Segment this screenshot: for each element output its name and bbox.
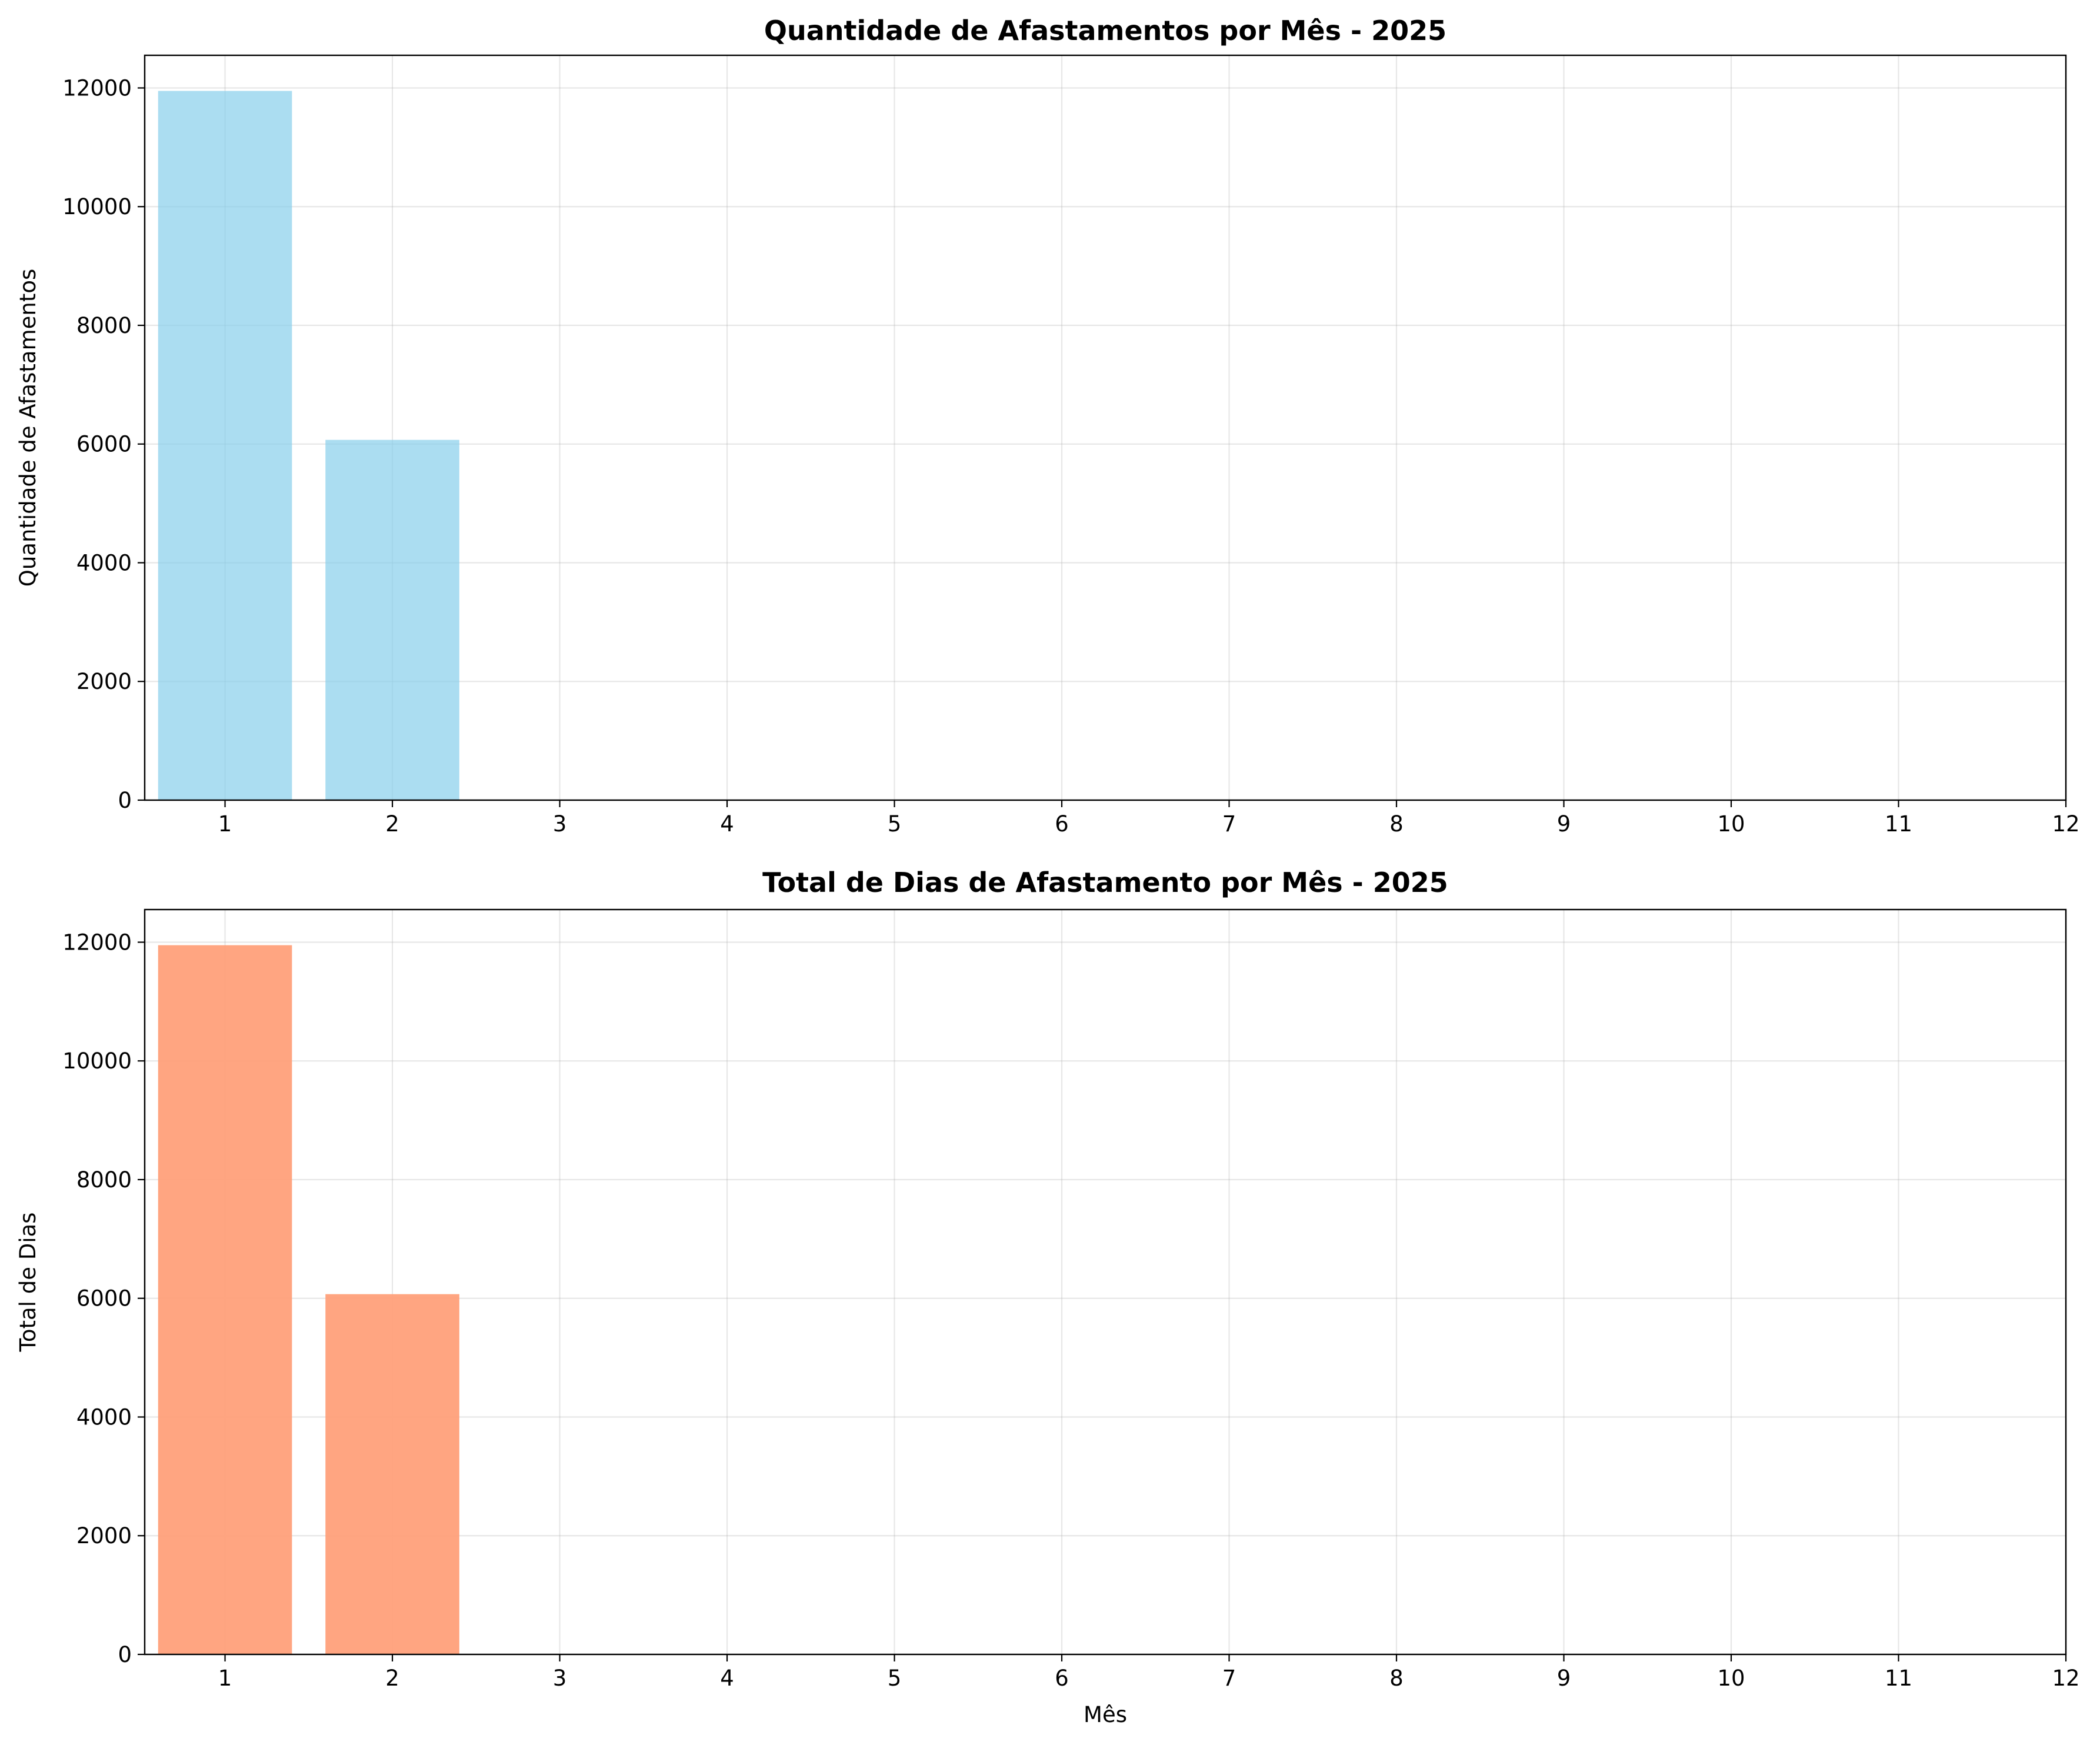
bottom-chart-x-tick-label: 1: [218, 1666, 232, 1691]
bottom-chart-y-tick-label: 8000: [76, 1167, 132, 1193]
bottom-chart-y-tick-label: 10000: [62, 1048, 132, 1074]
top-chart-x-tick-label: 4: [720, 811, 734, 837]
bottom-chart-x-tick-label: 9: [1557, 1666, 1571, 1691]
bottom-chart-y-tick-label: 0: [118, 1642, 132, 1667]
bottom-chart-x-tick-label: 12: [2052, 1666, 2079, 1691]
bottom-chart-title: Total de Dias de Afastamento por Mês - 2…: [762, 867, 1448, 898]
top-chart-x-tick-label: 9: [1557, 811, 1571, 837]
bottom-chart-y-tick-label: 6000: [76, 1286, 132, 1311]
top-chart-bars: [158, 91, 459, 801]
bottom-chart-y-tick-label: 4000: [76, 1404, 132, 1430]
bottom-chart-bars: [158, 945, 459, 1654]
bottom-chart-y-tick-label: 2000: [76, 1523, 132, 1548]
top-chart-x-tick-label: 7: [1222, 811, 1236, 837]
bottom-chart-bar: [158, 945, 292, 1654]
bottom-chart-x-tick-label: 10: [1717, 1666, 1745, 1691]
bottom-chart-bar: [325, 1294, 459, 1654]
top-chart-bar: [158, 91, 292, 801]
top-chart-x-tick-label: 2: [385, 811, 399, 837]
bottom-chart-x-tick-label: 7: [1222, 1666, 1236, 1691]
bottom-chart-y-axis-label: Total de Dias: [15, 1213, 41, 1353]
bottom-chart-ticks: 1 2 3 4 5 6 7 8 9 10 11 120200040006000800010000120…: [62, 930, 2079, 1691]
top-chart-y-tick-label: 4000: [76, 550, 132, 575]
top-chart-y-tick-label: 8000: [76, 313, 132, 338]
top-chart-bar: [325, 439, 459, 800]
top-chart-y-tick-label: 0: [118, 788, 132, 813]
top-chart-y-tick-label: 2000: [76, 669, 132, 694]
bottom-chart-x-tick-label: 11: [1885, 1666, 1912, 1691]
top-chart-x-tick-label: 8: [1389, 811, 1404, 837]
bottom-chart-x-tick-label: 6: [1055, 1666, 1069, 1691]
top-chart-x-tick-label: 6: [1055, 811, 1069, 837]
bottom-chart-axes-frame: [144, 908, 2067, 1656]
bottom-chart-x-tick-label: 5: [888, 1666, 902, 1691]
top-chart-y-axis-label: Quantidade de Afastamentos: [15, 269, 41, 587]
top-chart-x-tick-label: 10: [1717, 811, 1745, 837]
bottom-chart-x-tick-label: 2: [385, 1666, 399, 1691]
top-chart-x-tick-label: 3: [553, 811, 567, 837]
top-chart-y-tick-label: 6000: [76, 432, 132, 457]
bottom-chart-x-tick-label: 8: [1389, 1666, 1404, 1691]
bottom-chart-panel: Total de Dias de Afastamento por Mês - 2…: [15, 867, 2080, 1727]
top-chart-x-tick-label: 12: [2052, 811, 2079, 837]
top-chart-y-tick-label: 12000: [62, 75, 132, 101]
top-chart-axes-frame: [144, 54, 2067, 801]
top-chart-panel: Quantidade de Afastamentos por Mês - 202…: [15, 15, 2080, 837]
bottom-chart-x-tick-label: 3: [553, 1666, 567, 1691]
top-chart-x-tick-label: 5: [888, 811, 902, 837]
bottom-chart-x-tick-label: 4: [720, 1666, 734, 1691]
bottom-chart-x-axis-label: Mês: [1084, 1702, 1127, 1727]
bottom-chart-y-tick-label: 12000: [62, 930, 132, 955]
top-chart-x-tick-label: 11: [1885, 811, 1912, 837]
top-chart-ticks: 1 2 3 4 5 6 7 8 9 10 11 120200040006000800010000120…: [62, 75, 2079, 837]
top-chart-title: Quantidade de Afastamentos por Mês - 202…: [764, 15, 1446, 46]
top-chart-x-tick-label: 1: [218, 811, 232, 837]
top-chart-y-tick-label: 10000: [62, 194, 132, 219]
